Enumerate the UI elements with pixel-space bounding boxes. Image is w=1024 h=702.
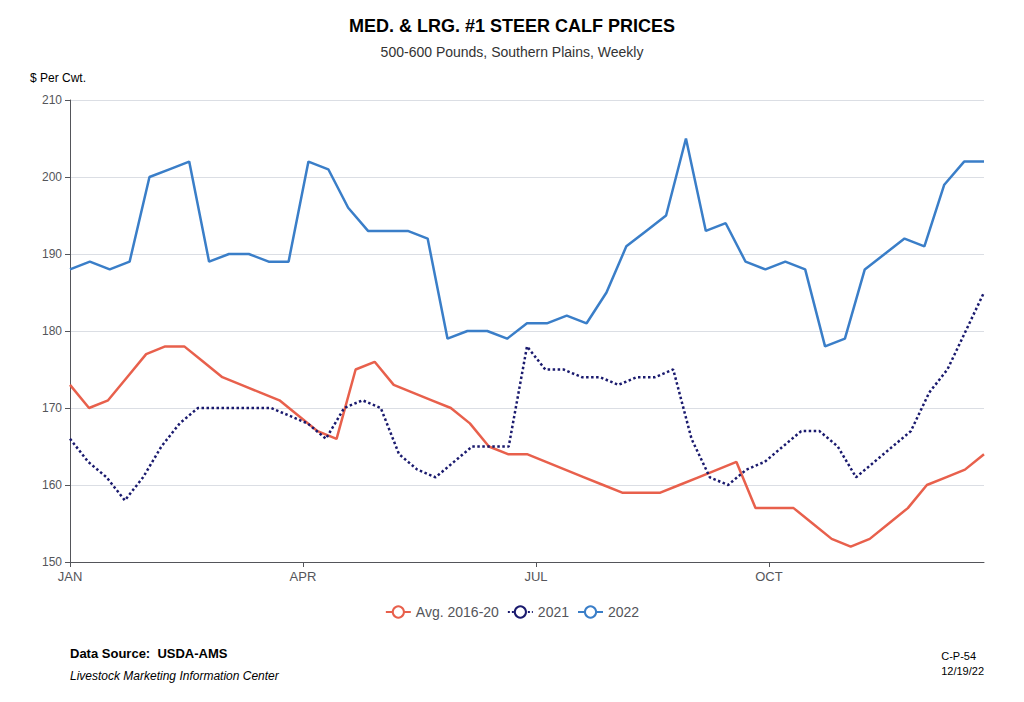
svg-text:500-600 Pounds, Southern Plain: 500-600 Pounds, Southern Plains, Weekly: [381, 44, 644, 60]
svg-text:190: 190: [42, 247, 62, 261]
svg-text:210: 210: [42, 93, 62, 107]
svg-text:170: 170: [42, 401, 62, 415]
svg-text:12/19/22: 12/19/22: [941, 665, 984, 677]
svg-text:160: 160: [42, 478, 62, 492]
svg-text:APR: APR: [290, 569, 317, 584]
svg-text:200: 200: [42, 170, 62, 184]
svg-text:Avg. 2016-20: Avg. 2016-20: [416, 604, 499, 620]
svg-text:Livestock Marketing Informatio: Livestock Marketing Information Center: [70, 669, 280, 683]
svg-text:150: 150: [42, 555, 62, 569]
svg-text:Data Source: USDA-AMS: Data Source: USDA-AMS: [70, 646, 228, 661]
svg-text:2022: 2022: [608, 604, 639, 620]
svg-text:C-P-54: C-P-54: [941, 650, 976, 662]
svg-text:OCT: OCT: [755, 569, 783, 584]
svg-text:180: 180: [42, 324, 62, 338]
svg-text:2021: 2021: [538, 604, 569, 620]
svg-text:MED. & LRG. #1 STEER CALF PRIC: MED. & LRG. #1 STEER CALF PRICES: [349, 16, 675, 36]
svg-text:$ Per Cwt.: $ Per Cwt.: [30, 71, 86, 85]
svg-text:JUL: JUL: [524, 569, 547, 584]
svg-text:JAN: JAN: [58, 569, 83, 584]
